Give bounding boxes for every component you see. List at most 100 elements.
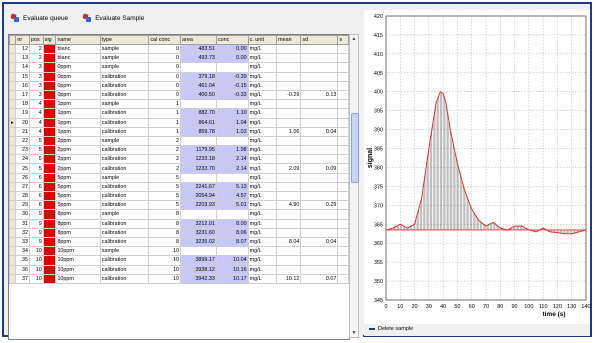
column-header[interactable]: sig xyxy=(42,35,57,45)
cell-nr[interactable]: 23 xyxy=(15,145,31,156)
cell-unit[interactable]: mg/L xyxy=(247,209,278,220)
cell-area[interactable] xyxy=(180,99,217,110)
cell-s[interactable] xyxy=(337,71,349,82)
cell-sd[interactable] xyxy=(300,62,339,73)
cell-calconc[interactable]: 0 xyxy=(148,89,182,101)
cell-name[interactable]: 10ppm xyxy=(55,264,101,275)
cell-pos[interactable]: 4 xyxy=(29,108,44,119)
cell-nr[interactable]: 15 xyxy=(15,71,31,82)
cell-area[interactable]: 379.18 xyxy=(180,71,217,82)
cell-pos[interactable]: 4 xyxy=(29,126,44,137)
cell-s[interactable] xyxy=(337,236,349,248)
cell-conc[interactable]: -0.33 xyxy=(215,89,249,101)
cell-pos[interactable]: 9 xyxy=(29,218,44,229)
signal-indicator[interactable] xyxy=(42,227,57,238)
cell-sd[interactable]: 0.09 xyxy=(300,163,339,174)
cell-calconc[interactable]: 8 xyxy=(148,209,182,220)
cell-type[interactable]: sample xyxy=(99,135,150,147)
table-row[interactable]: 22 5 2ppm sample 2 mg/L xyxy=(9,135,349,147)
cell-conc[interactable]: 1.03 xyxy=(215,126,249,137)
cell-name[interactable]: 0ppm xyxy=(55,80,101,91)
table-row[interactable]: 18 4 1ppm sample 1 mg/L xyxy=(9,99,349,110)
cell-conc[interactable]: 0.00 xyxy=(215,43,249,55)
row-indicator[interactable] xyxy=(9,135,17,147)
signal-chart[interactable]: 3453503553603653703753803853903954004054… xyxy=(364,10,591,324)
table-row[interactable]: 14 3 0ppm sample 0 mg/L xyxy=(9,62,349,73)
cell-name[interactable]: 10ppm xyxy=(55,255,101,266)
cell-pos[interactable]: 5 xyxy=(29,135,44,147)
cell-unit[interactable]: mg/L xyxy=(247,246,278,257)
cell-mean[interactable] xyxy=(276,43,302,55)
table-row[interactable]: 33 9 8ppm calibration 8 3235.02 8.07 mg/L 8.04 0.… xyxy=(9,236,349,248)
table-row[interactable]: 26 6 5ppm sample 5 mg/L xyxy=(9,172,349,183)
column-header[interactable]: type xyxy=(99,35,150,45)
cell-type[interactable]: calibration xyxy=(99,227,150,238)
cell-pos[interactable]: 3 xyxy=(29,71,44,82)
cell-conc[interactable] xyxy=(215,172,249,183)
cell-sd[interactable] xyxy=(300,209,339,220)
table-row[interactable]: 13 2 blanc sample 0 493.73 0.00 mg/L xyxy=(9,53,349,64)
column-header[interactable]: s xyxy=(337,35,349,45)
cell-unit[interactable]: mg/L xyxy=(247,80,278,91)
signal-indicator[interactable] xyxy=(42,43,57,55)
cell-s[interactable] xyxy=(337,218,349,229)
cell-type[interactable]: sample xyxy=(99,209,150,220)
cell-mean[interactable] xyxy=(276,190,302,202)
cell-area[interactable]: 2203.93 xyxy=(180,200,217,211)
cell-unit[interactable]: mg/L xyxy=(247,43,278,55)
cell-unit[interactable]: mg/L xyxy=(247,181,278,193)
cell-s[interactable] xyxy=(337,227,349,238)
cell-calconc[interactable]: 0 xyxy=(148,62,182,73)
cell-unit[interactable]: mg/L xyxy=(247,264,278,275)
cell-calconc[interactable]: 5 xyxy=(148,181,182,193)
cell-calconc[interactable]: 2 xyxy=(148,154,182,165)
table-row[interactable]: 15 3 0ppm calibration 0 379.18 -0.39 mg/L xyxy=(9,71,349,82)
row-indicator[interactable] xyxy=(9,163,17,174)
cell-area[interactable]: 882.70 xyxy=(180,108,217,119)
cell-nr[interactable]: 30 xyxy=(15,209,31,220)
cell-pos[interactable]: 9 xyxy=(29,209,44,220)
table-row[interactable]: 29 6 5ppm calibration 5 2203.93 5.01 mg/L 4.90 0.… xyxy=(9,200,349,211)
cell-conc[interactable]: 10.17 xyxy=(215,273,249,284)
cell-area[interactable] xyxy=(180,246,217,257)
cell-type[interactable]: calibration xyxy=(99,108,150,119)
cell-area[interactable]: 864.61 xyxy=(180,117,217,128)
cell-mean[interactable]: 1.06 xyxy=(276,126,302,137)
cell-mean[interactable]: -0.29 xyxy=(276,89,302,101)
signal-indicator[interactable] xyxy=(42,181,57,193)
cell-s[interactable] xyxy=(337,145,349,156)
cell-nr[interactable]: 18 xyxy=(15,99,31,110)
table-row[interactable]: 19 4 1ppm calibration 1 882.70 1.10 mg/L xyxy=(9,108,349,119)
signal-indicator[interactable] xyxy=(42,80,57,91)
cell-nr[interactable]: 16 xyxy=(15,80,31,91)
row-indicator[interactable] xyxy=(9,172,17,183)
cell-nr[interactable]: 17 xyxy=(15,89,31,101)
cell-calconc[interactable]: 5 xyxy=(148,172,182,183)
cell-unit[interactable]: mg/L xyxy=(247,200,278,211)
cell-name[interactable]: blanc xyxy=(55,53,101,64)
cell-mean[interactable]: 10.12 xyxy=(276,273,302,284)
cell-unit[interactable]: mg/L xyxy=(247,190,278,202)
cell-sd[interactable] xyxy=(300,255,339,266)
cell-sd[interactable] xyxy=(300,181,339,193)
cell-calconc[interactable]: 10 xyxy=(148,246,182,257)
cell-pos[interactable]: 3 xyxy=(29,89,44,101)
cell-pos[interactable]: 10 xyxy=(29,255,44,266)
cell-s[interactable] xyxy=(337,89,349,101)
cell-sd[interactable] xyxy=(300,99,339,110)
cell-name[interactable]: 5ppm xyxy=(55,190,101,202)
cell-name[interactable]: 1ppm xyxy=(55,126,101,137)
cell-name[interactable]: blanc xyxy=(55,43,101,55)
table-row[interactable]: 21 4 1ppm calibration 1 859.78 1.03 mg/L 1.06 0.0… xyxy=(9,126,349,137)
cell-conc[interactable] xyxy=(215,99,249,110)
cell-conc[interactable]: 8.06 xyxy=(215,227,249,238)
cell-type[interactable]: calibration xyxy=(99,218,150,229)
cell-s[interactable] xyxy=(337,172,349,183)
cell-type[interactable]: calibration xyxy=(99,126,150,137)
cell-s[interactable] xyxy=(337,62,349,73)
signal-indicator[interactable] xyxy=(42,200,57,211)
cell-nr[interactable]: 28 xyxy=(15,190,31,202)
cell-type[interactable]: calibration xyxy=(99,200,150,211)
cell-conc[interactable]: 10.16 xyxy=(215,264,249,275)
cell-unit[interactable]: mg/L xyxy=(247,135,278,147)
